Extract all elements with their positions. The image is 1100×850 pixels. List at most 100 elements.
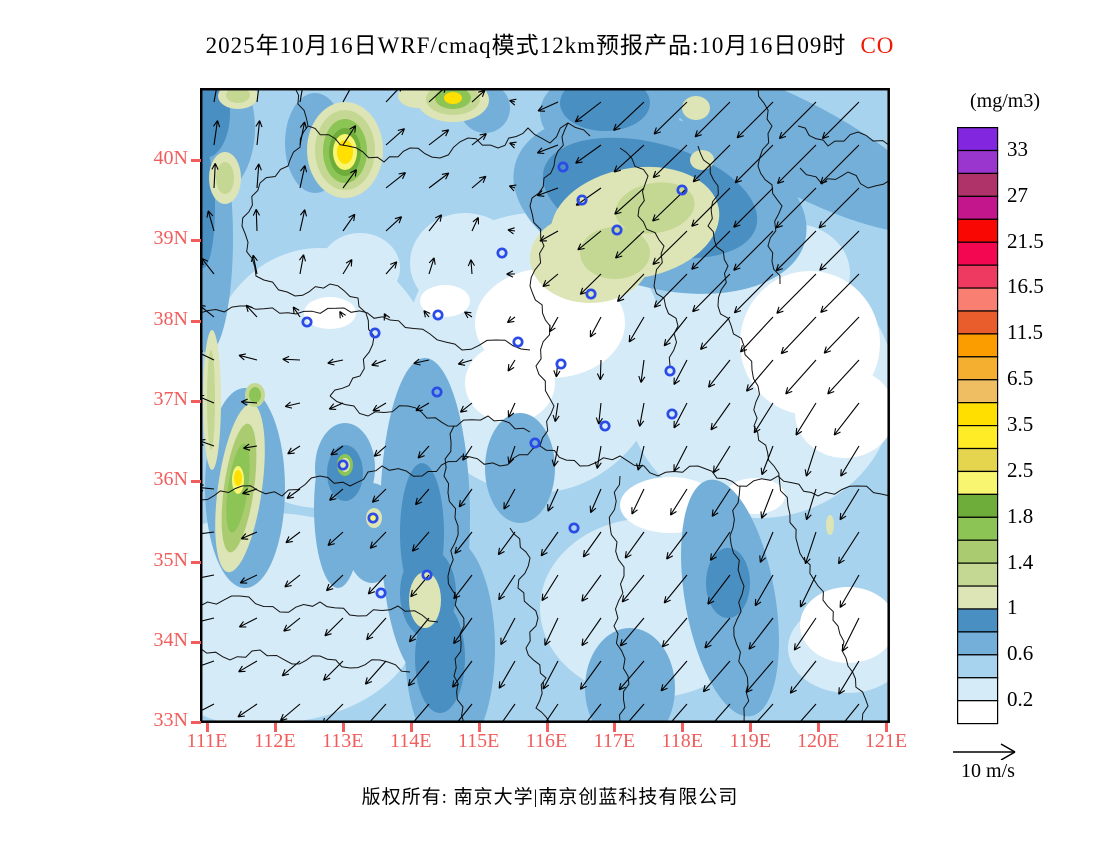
legend-tick-label: 0.2 <box>1007 687 1034 712</box>
wind-vector-arrow <box>211 163 219 189</box>
lat-tick-label: 38N <box>153 307 188 330</box>
lon-tick-label: 118E <box>661 730 704 752</box>
wind-vector-arrow <box>673 402 688 429</box>
wind-vector-arrow <box>471 89 486 103</box>
wind-vector-arrow <box>712 445 731 474</box>
legend-tick-label: 33 <box>1007 136 1028 161</box>
city-marker <box>421 569 433 581</box>
lon-tick-label: 121E <box>864 730 908 752</box>
wind-vector-arrow <box>778 101 817 140</box>
legend-tick-label: 2.5 <box>1007 457 1034 482</box>
wind-vector-arrow <box>327 531 344 547</box>
legend-tick-label: 27 <box>1007 182 1028 207</box>
wind-vector-arrow <box>541 574 559 602</box>
page-title: 2025年10月16日WRF/cmaq模式12km预报产品:10月16日09时 C… <box>0 26 1100 60</box>
legend-tick-label: 1 <box>1007 595 1018 620</box>
wind-vector-arrow <box>579 660 602 690</box>
wind-vector-arrow <box>776 273 817 314</box>
wind-vector-arrow <box>624 531 645 559</box>
wind-vector-arrow <box>691 230 731 270</box>
lon-tick-label: 120E <box>796 730 840 752</box>
wind-vector-arrow <box>838 660 860 695</box>
city-marker <box>432 309 444 321</box>
wind-vector-arrow <box>373 445 387 457</box>
wind-vector-arrow <box>342 259 353 275</box>
wind-vector-arrow <box>342 88 355 103</box>
lat-tick-mark <box>191 319 201 323</box>
wind-vector-arrow <box>833 402 860 436</box>
wind-vector-arrow <box>734 144 774 184</box>
lon-tick-mark <box>409 723 413 732</box>
wind-vector-arrow <box>702 660 731 693</box>
wind-vector-arrow <box>238 660 258 673</box>
wind-vector-arrow <box>462 445 473 461</box>
legend-tick-label: 6.5 <box>1007 366 1034 391</box>
wind-vector-arrow <box>544 617 559 646</box>
wind-vector-arrow <box>509 98 517 106</box>
lon-tick-label: 119E <box>729 730 771 752</box>
wind-vector-arrow <box>803 531 817 565</box>
wind-vector-arrow <box>594 445 602 469</box>
wind-vector-arrow <box>736 101 774 139</box>
wind-vector-arrow <box>411 531 430 552</box>
wind-vector-arrow <box>669 703 688 723</box>
city-marker <box>568 522 580 534</box>
wind-vector-arrow <box>497 531 516 556</box>
wind-vector-arrow <box>284 401 301 409</box>
wind-vector-arrow <box>506 270 516 278</box>
wind-vector-arrow <box>285 531 301 544</box>
lat-tick-label: 35N <box>153 548 188 571</box>
wind-vector-arrow <box>596 359 605 381</box>
wind-vector-arrow <box>748 617 774 650</box>
lon-tick-mark <box>613 723 617 732</box>
wind-vector-arrow <box>819 144 860 185</box>
lon-tick-mark <box>681 723 685 732</box>
wind-vector-arrow <box>775 187 817 229</box>
wind-vector-arrow <box>371 488 387 503</box>
lat-tick-label: 34N <box>153 628 188 651</box>
city-marker <box>369 327 381 339</box>
wind-vector-arrow <box>613 101 645 132</box>
wind-vector-arrow <box>666 531 688 560</box>
wind-vector-arrow <box>383 313 391 321</box>
wind-vector-arrow <box>206 210 215 232</box>
wind-vector-arrow <box>694 101 731 138</box>
wind-vector-arrow <box>322 660 344 681</box>
lat-tick-label: 39N <box>153 227 188 250</box>
wind-vector-arrow <box>653 101 688 135</box>
wind-vector-arrow <box>284 574 301 588</box>
lat-tick-mark <box>191 480 201 484</box>
wind-vector-arrow <box>281 660 301 677</box>
wind-vector-arrow <box>456 703 473 723</box>
lon-tick-label: 112E <box>254 730 296 752</box>
city-marker <box>496 247 508 259</box>
wind-vector-arrow <box>754 574 774 607</box>
wind-vector-arrow <box>407 660 430 687</box>
wind-vector-arrow <box>691 187 731 227</box>
wind-vector-arrow <box>408 617 430 643</box>
lon-tick-mark <box>273 723 277 732</box>
wind-vector-arrow <box>428 257 436 275</box>
wind-vector-arrow <box>712 703 731 723</box>
city-marker <box>555 358 567 370</box>
wind-vector-arrow <box>464 311 473 319</box>
title-text: 2025年10月16日WRF/cmaq模式12km预报产品:10月16日09时 <box>205 33 847 58</box>
wind-reference-arrow <box>953 743 1016 760</box>
wind-vector-arrow <box>364 660 387 685</box>
wind-vector-arrow <box>575 144 602 164</box>
wind-vector-arrow <box>789 660 817 694</box>
wind-vector-arrow <box>819 230 860 271</box>
wind-vector-arrow <box>581 574 602 602</box>
wind-vector-arrow <box>638 359 646 383</box>
wind-vector-arrow <box>780 316 817 355</box>
legend-tick-label: 21.5 <box>1007 228 1044 253</box>
wind-vector-arrow <box>287 445 301 455</box>
wind-vector-arrow <box>704 617 731 649</box>
wind-vector-arrow <box>785 359 817 395</box>
wind-vector-arrow <box>776 144 817 185</box>
lat-tick-mark <box>191 239 201 243</box>
wind-vector-arrow <box>339 310 346 319</box>
wind-vector-arrow <box>707 359 731 388</box>
wind-vector-arrow <box>507 227 516 235</box>
